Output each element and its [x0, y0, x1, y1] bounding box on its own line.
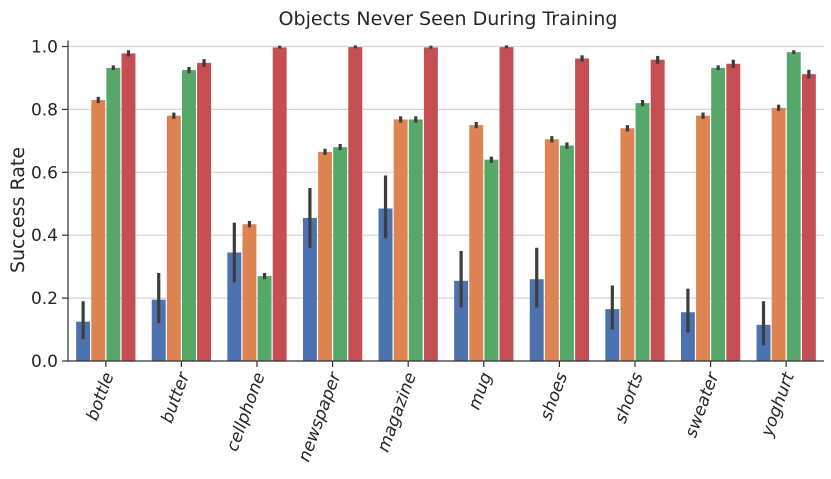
bar — [620, 128, 635, 361]
bar — [378, 208, 393, 361]
bar — [91, 99, 106, 361]
bar — [121, 53, 136, 361]
bar — [454, 280, 469, 361]
bar — [484, 159, 499, 361]
y-tick-label: 0.0 — [31, 352, 58, 372]
y-tick-label: 1.0 — [31, 38, 58, 58]
bar — [182, 70, 196, 362]
y-tick-labels: 0.0 0.2 0.4 0.6 0.8 1.0 — [31, 38, 58, 373]
x-tick-label: shorts — [611, 370, 648, 426]
x-tick-label: magazine — [374, 370, 421, 455]
bar — [242, 224, 257, 361]
x-tick-label: yoghurt — [757, 369, 799, 440]
bar — [635, 103, 650, 362]
bar — [151, 299, 166, 361]
x-tick-label: shoes — [536, 370, 572, 423]
bar — [499, 47, 514, 362]
bar — [726, 63, 741, 362]
bar — [544, 139, 559, 361]
y-tick-label: 0.6 — [31, 163, 58, 183]
bar — [529, 279, 544, 361]
y-tick-label: 0.2 — [31, 289, 58, 309]
bar — [408, 119, 423, 362]
y-axis-label: Success Rate — [7, 147, 29, 273]
bar — [680, 312, 695, 361]
y-tick-label: 0.8 — [31, 100, 58, 120]
bar — [166, 115, 181, 361]
bar — [393, 119, 408, 362]
bar — [650, 59, 665, 362]
x-tick-label: newspaper — [295, 369, 346, 465]
bar — [469, 125, 484, 361]
error-bars-layer — [81, 45, 811, 346]
bar — [257, 276, 272, 361]
bar — [560, 145, 574, 361]
grid-layer — [68, 45, 824, 299]
x-tick-label: sweater — [681, 369, 723, 440]
bar — [711, 67, 726, 362]
y-tick-label: 0.4 — [31, 226, 58, 246]
axes-layer — [62, 40, 824, 367]
bar — [106, 67, 121, 362]
bar — [786, 52, 801, 361]
bar — [302, 217, 317, 361]
bar — [333, 147, 348, 361]
x-tick-label: butter — [157, 369, 194, 426]
bar — [227, 252, 242, 361]
bar — [801, 74, 816, 362]
x-tick-label: mug — [465, 370, 497, 413]
bar — [272, 47, 287, 361]
bar — [771, 107, 786, 361]
bar — [605, 309, 620, 361]
x-tick-label: bottle — [83, 370, 119, 424]
bar — [575, 58, 590, 362]
bar — [696, 115, 710, 361]
x-tick-labels: bottle butter cellphone newspaper magazine mu… — [83, 369, 800, 465]
chart-title: Objects Never Seen During Training — [279, 8, 618, 30]
x-tick-label: cellphone — [223, 370, 270, 454]
bar — [318, 151, 332, 361]
bars-layer — [76, 47, 816, 362]
bar — [76, 321, 91, 361]
bar — [423, 47, 438, 361]
bar — [197, 62, 212, 361]
bar — [348, 47, 363, 362]
